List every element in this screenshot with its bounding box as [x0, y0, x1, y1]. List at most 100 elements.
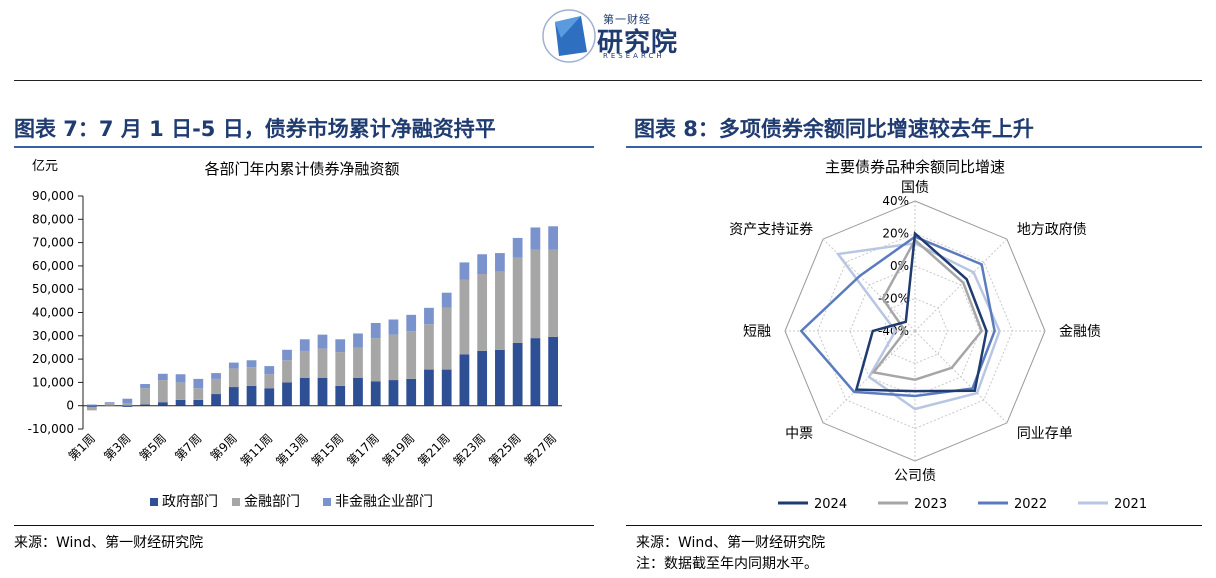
legend-label: 政府部门 [162, 494, 218, 510]
x-tick-label: 第5周 [137, 431, 169, 463]
bar-segment-3 [211, 373, 221, 379]
y-tick-label: 0 [66, 399, 74, 413]
bar-segment-3 [228, 362, 239, 369]
radar-series-2022 [799, 235, 996, 398]
legend-swatch [323, 498, 331, 506]
bar-segment-3 [495, 253, 505, 272]
bar-segment-2 [370, 338, 381, 382]
bar-segment-2 [86, 406, 97, 411]
y-tick-label: 50,000 [32, 282, 74, 296]
left-title-rule [14, 146, 594, 148]
bar-segment-2 [211, 378, 221, 395]
bar-segment-3 [370, 322, 381, 339]
x-tick-label: 第25周 [486, 431, 524, 469]
bar-segment-1 [548, 336, 559, 406]
right-source-text: 来源：Wind、第一财经研究院 [636, 535, 826, 551]
left-source-text: 来源：Wind、第一财经研究院 [14, 535, 204, 551]
logo-text-sub: RESEARCH [603, 52, 665, 60]
bar-segment-3 [157, 373, 168, 381]
bar-segment-2 [282, 360, 292, 383]
x-tick-label: 第13周 [273, 431, 311, 469]
legend-label: 2023 [914, 497, 947, 512]
bar-segment-3 [424, 307, 434, 325]
bar-segment-2 [140, 388, 150, 405]
radar-spoke [914, 330, 1008, 424]
bar-segment-1 [264, 388, 275, 406]
logo-text-main: 研究院 [597, 28, 679, 58]
chart-title: 主要债券品种余额同比增速 [825, 158, 1005, 176]
y-tick-label: 40,000 [32, 306, 74, 320]
y-axis-unit-label: 亿元 [32, 159, 58, 174]
bar-segment-2 [441, 307, 452, 370]
bar-segment-1 [317, 377, 328, 406]
research-logo: 第一财经 研究院 RESEARCH [541, 6, 681, 64]
bar-segment-2 [122, 403, 133, 406]
bar-segment-3 [193, 378, 204, 389]
left-figure-title: 图表 7：7 月 1 日-5 日，债券市场累计净融资持平 [14, 117, 496, 141]
y-tick-label: 60,000 [32, 259, 74, 273]
bar-segment-1 [282, 382, 292, 406]
x-tick-label: 第11周 [238, 431, 276, 469]
x-tick-label: 第1周 [66, 431, 98, 463]
x-tick-label: 第15周 [309, 431, 347, 469]
legend-label: 2022 [1014, 497, 1047, 512]
bar-segment-3 [353, 333, 363, 348]
radar-axis-label: 公司债 [894, 468, 936, 484]
radar-axis-label: 金融债 [1059, 324, 1101, 340]
y-tick-label: 90,000 [32, 189, 74, 203]
radar-axis-label: 短融 [743, 324, 771, 340]
bar-segment-2 [246, 367, 257, 386]
bar-segment-3 [512, 237, 523, 258]
right-note-text: 注：数据截至年内同期水平。 [636, 556, 818, 572]
x-tick-label: 第23周 [451, 431, 489, 469]
bar-segment-2 [193, 388, 204, 400]
bar-segment-1 [335, 385, 346, 406]
bar-segment-2 [175, 382, 186, 400]
bar-segment-1 [388, 380, 399, 406]
bar-segment-1 [495, 349, 505, 406]
legend-label: 金融部门 [244, 494, 300, 510]
bar-segment-1 [530, 338, 541, 406]
bar-segment-2 [424, 324, 434, 370]
bar-segment-1 [370, 381, 381, 406]
x-tick-label: 第7周 [172, 431, 204, 463]
legend-swatch [150, 498, 158, 506]
bar-segment-3 [317, 334, 328, 349]
bar-segment-3 [264, 366, 275, 375]
radar-chart: 主要债券品种余额同比增速40%20%0%-20%-40%国债地方政府债金融债同业… [729, 158, 1147, 512]
logo-emblem-icon [542, 9, 596, 63]
radar-ring-label: 40% [882, 194, 909, 208]
y-tick-label: 20,000 [32, 352, 74, 366]
x-tick-label: 第21周 [415, 431, 453, 469]
bar-segment-3 [175, 374, 186, 383]
radar-axis-label: 中票 [785, 426, 813, 442]
x-tick-label: 第3周 [101, 431, 133, 463]
right-source-rule [626, 525, 1202, 526]
bar-segment-3 [246, 360, 257, 368]
bar-segment-2 [264, 374, 275, 389]
bar-segment-2 [459, 279, 470, 355]
y-tick-label: 10,000 [32, 375, 74, 389]
bar-segment-1 [441, 369, 452, 406]
right-title-rule [626, 146, 1202, 148]
radar-spoke [914, 238, 1008, 332]
bar-segment-2 [353, 347, 363, 378]
radar-series-2023 [871, 238, 984, 382]
bar-segment-1 [477, 350, 488, 406]
bar-segment-2 [495, 271, 505, 350]
x-tick-label: 第17周 [344, 431, 382, 469]
bar-segment-1 [86, 405, 97, 407]
bar-segment-1 [193, 399, 204, 406]
y-tick-label: 80,000 [32, 212, 74, 226]
bar-segment-1 [157, 402, 168, 406]
bar-segment-1 [459, 354, 470, 406]
bar-segment-3 [388, 319, 399, 335]
right-figure-title: 图表 8：多项债券余额同比增速较去年上升 [634, 117, 1034, 141]
bar-segment-1 [246, 385, 257, 406]
left-source-rule [14, 525, 594, 526]
radar-axis-label: 国债 [901, 180, 929, 196]
bar-segment-1 [175, 399, 186, 406]
bar-segment-2 [388, 334, 399, 381]
bar-segment-1 [406, 378, 417, 406]
bar-segment-3 [441, 292, 452, 308]
